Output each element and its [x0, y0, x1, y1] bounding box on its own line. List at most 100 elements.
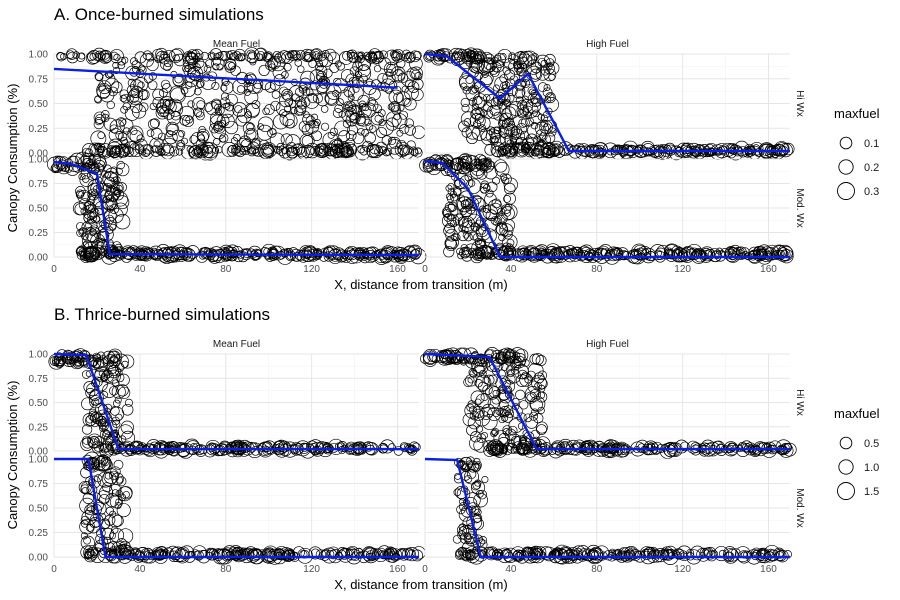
- data-point: [481, 475, 489, 484]
- data-point: [180, 81, 197, 97]
- legend: maxfuel 0.1 0.2 0.3: [834, 106, 880, 200]
- data-point: [220, 80, 234, 94]
- data-point: [203, 444, 217, 458]
- data-point: [491, 145, 503, 158]
- data-point: [456, 247, 464, 256]
- data-point: [516, 104, 530, 118]
- data-point: [247, 147, 257, 157]
- data-point: [464, 374, 478, 387]
- data-point: [320, 105, 329, 113]
- data-point: [340, 69, 355, 83]
- data-point: [767, 548, 775, 556]
- data-point: [492, 176, 501, 185]
- data-point: [508, 52, 516, 60]
- legend: maxfuel 0.5 1.0 1.5: [834, 406, 880, 500]
- data-point: [491, 395, 502, 405]
- data-point: [168, 48, 183, 63]
- data-point: [611, 549, 623, 561]
- data-point: [530, 68, 542, 80]
- data-point: [355, 71, 363, 79]
- data-point: [503, 100, 511, 108]
- data-point: [90, 182, 102, 195]
- data-point: [674, 147, 685, 158]
- data-point: [315, 78, 330, 93]
- data-point: [462, 85, 471, 95]
- data-point: [92, 153, 106, 168]
- data-point: [452, 51, 460, 59]
- data-point: [305, 120, 319, 134]
- data-point: [343, 247, 356, 260]
- data-point: [185, 52, 199, 66]
- data-point: [567, 246, 583, 262]
- data-point: [311, 446, 321, 456]
- data-point: [99, 220, 107, 228]
- data-point: [55, 356, 65, 366]
- x-tick-label: 160: [760, 564, 777, 575]
- data-point: [373, 248, 390, 265]
- data-point: [282, 547, 296, 562]
- data-point: [181, 87, 189, 95]
- data-point: [87, 155, 96, 163]
- legend-title: maxfuel: [834, 406, 880, 421]
- data-point: [208, 251, 220, 262]
- data-point: [471, 550, 479, 558]
- panel-high-fuel-hi-wx: [423, 47, 795, 161]
- data-point: [49, 355, 60, 366]
- data-point: [105, 187, 120, 202]
- data-point: [187, 49, 198, 60]
- data-point: [535, 355, 547, 366]
- data-point: [447, 188, 456, 196]
- data-point: [382, 551, 391, 560]
- chart-title: A. Once-burned simulations: [54, 5, 264, 24]
- data-point: [105, 506, 114, 515]
- data-point: [546, 61, 560, 75]
- data-point: [534, 244, 550, 259]
- data-point: [776, 247, 791, 262]
- data-point: [138, 89, 150, 101]
- data-point: [120, 354, 135, 369]
- data-point: [81, 454, 94, 467]
- data-point: [255, 53, 264, 62]
- data-point: [371, 79, 382, 90]
- data-point: [473, 457, 481, 466]
- data-point: [354, 144, 371, 161]
- data-point: [732, 247, 741, 256]
- data-point: [121, 145, 130, 154]
- data-point: [391, 50, 402, 62]
- data-point: [175, 148, 184, 156]
- data-point: [285, 118, 295, 129]
- data-point: [504, 103, 520, 119]
- data-point: [347, 51, 358, 63]
- data-point: [422, 156, 438, 172]
- data-point: [546, 148, 554, 156]
- data-point: [308, 546, 322, 560]
- data-point: [509, 134, 518, 143]
- data-point: [243, 88, 251, 96]
- panel-high-fuel-hi-wx: [420, 347, 797, 459]
- data-point: [127, 78, 137, 88]
- data-point: [559, 547, 572, 560]
- data-point: [253, 146, 264, 157]
- data-point: [433, 52, 446, 65]
- data-point: [451, 53, 459, 61]
- data-point: [459, 207, 467, 216]
- data-point: [485, 93, 500, 108]
- data-point: [400, 443, 410, 453]
- data-point: [231, 144, 241, 155]
- data-point: [487, 199, 503, 215]
- data-point: [513, 355, 526, 369]
- data-point: [108, 513, 123, 528]
- data-point: [478, 226, 487, 235]
- data-point: [164, 130, 178, 145]
- data-point: [231, 147, 239, 156]
- data-point: [491, 427, 500, 436]
- data-point: [196, 100, 206, 110]
- data-point: [121, 403, 134, 416]
- data-point: [91, 440, 105, 454]
- data-point: [663, 249, 674, 259]
- data-point: [489, 251, 498, 260]
- data-point: [474, 479, 482, 487]
- data-point: [397, 144, 410, 157]
- data-point: [688, 145, 697, 154]
- data-point: [294, 106, 304, 116]
